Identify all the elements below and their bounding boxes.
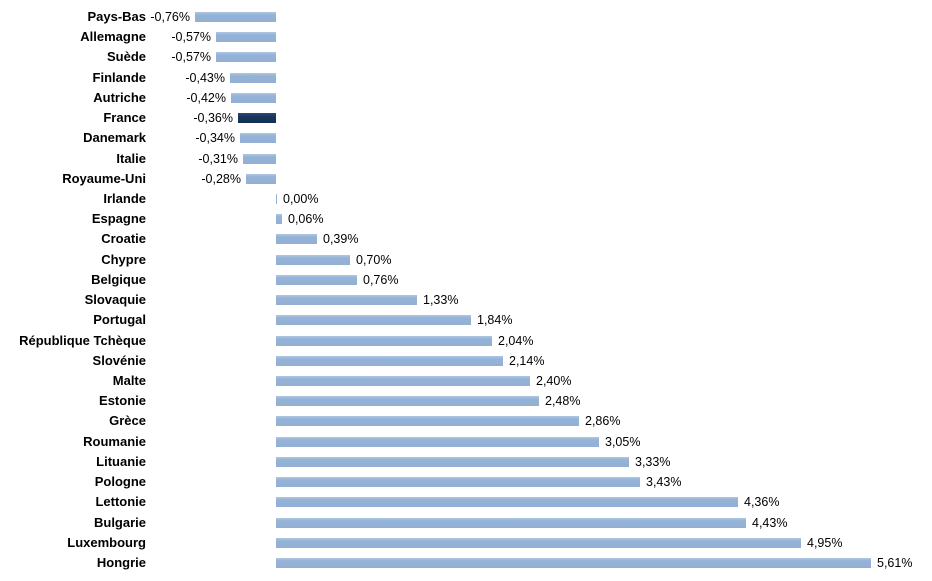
bar-espagne bbox=[276, 214, 282, 225]
value-label-chypre: 0,70% bbox=[356, 252, 392, 267]
category-label-royaume-uni: Royaume-Uni bbox=[62, 170, 146, 186]
bar-pays-bas bbox=[195, 12, 276, 22]
category-label-portugal: Portugal bbox=[93, 312, 146, 328]
bar-france bbox=[238, 113, 276, 124]
category-label-belgique: Belgique bbox=[91, 271, 146, 287]
value-label-portugal: 1,84% bbox=[477, 313, 513, 328]
value-label-pologne: 3,43% bbox=[646, 475, 682, 490]
category-label-lituanie: Lituanie bbox=[96, 453, 146, 469]
category-label-hongrie: Hongrie bbox=[96, 554, 146, 570]
category-label-estonie: Estonie bbox=[99, 393, 146, 409]
bar-allemagne bbox=[216, 32, 276, 43]
bar-italie bbox=[243, 153, 276, 164]
bar-bulgarie bbox=[276, 517, 746, 528]
category-label-suede: Suède bbox=[106, 49, 146, 65]
category-label-republique-tcheque: République Tchèque bbox=[19, 332, 146, 348]
bar-royaume-uni bbox=[246, 173, 276, 184]
category-label-luxembourg: Luxembourg bbox=[67, 534, 146, 550]
value-label-italie: -0,31% bbox=[198, 151, 238, 166]
category-label-espagne: Espagne bbox=[91, 211, 146, 227]
bar-pologne bbox=[276, 477, 640, 488]
value-label-republique-tcheque: 2,04% bbox=[498, 333, 534, 348]
value-label-danemark: -0,34% bbox=[195, 131, 235, 146]
category-label-danemark: Danemark bbox=[83, 130, 146, 146]
value-label-malte: 2,40% bbox=[536, 373, 572, 388]
bar-finlande bbox=[230, 72, 276, 83]
category-label-croatie: Croatie bbox=[101, 231, 146, 247]
bar-lituanie bbox=[276, 456, 629, 467]
category-label-slovaquie: Slovaquie bbox=[84, 292, 146, 308]
value-label-belgique: 0,76% bbox=[363, 272, 399, 287]
category-label-slovenie: Slovénie bbox=[92, 352, 146, 368]
bar-roumanie bbox=[276, 436, 599, 447]
value-label-lituanie: 3,33% bbox=[635, 454, 671, 469]
category-label-france: France bbox=[103, 110, 146, 126]
bar-slovenie bbox=[276, 355, 503, 366]
value-label-espagne: 0,06% bbox=[288, 212, 324, 227]
category-label-irlande: Irlande bbox=[103, 190, 146, 206]
category-label-autriche: Autriche bbox=[93, 89, 146, 105]
value-label-allemagne: -0,57% bbox=[171, 30, 211, 45]
category-label-roumanie: Roumanie bbox=[83, 433, 146, 449]
bar-belgique bbox=[276, 274, 357, 285]
category-label-grece: Grèce bbox=[109, 413, 146, 429]
value-label-bulgarie: 4,43% bbox=[752, 515, 788, 530]
bar-hongrie bbox=[276, 557, 871, 568]
bar-luxembourg bbox=[276, 537, 801, 548]
bar-suede bbox=[216, 52, 276, 63]
category-label-lettonie: Lettonie bbox=[95, 494, 146, 510]
bar-chypre bbox=[276, 254, 350, 265]
value-label-grece: 2,86% bbox=[585, 414, 621, 429]
bar-republique-tcheque bbox=[276, 335, 492, 346]
category-label-bulgarie: Bulgarie bbox=[93, 514, 146, 530]
value-label-estonie: 2,48% bbox=[545, 394, 581, 409]
value-label-slovaquie: 1,33% bbox=[423, 293, 459, 308]
value-label-irlande: 0,00% bbox=[283, 191, 319, 206]
value-label-france: -0,36% bbox=[193, 111, 233, 126]
bar-slovaquie bbox=[276, 295, 417, 306]
bar-irlande bbox=[276, 193, 277, 204]
value-label-slovenie: 2,14% bbox=[509, 353, 545, 368]
bar-estonie bbox=[276, 396, 539, 407]
bar-portugal bbox=[276, 315, 471, 326]
bar-grece bbox=[276, 416, 579, 427]
category-label-pologne: Pologne bbox=[94, 474, 146, 490]
bar-malte bbox=[276, 375, 530, 386]
value-label-luxembourg: 4,95% bbox=[807, 535, 843, 550]
bar-croatie bbox=[276, 234, 317, 245]
category-label-malte: Malte bbox=[112, 372, 146, 388]
value-label-croatie: 0,39% bbox=[323, 232, 359, 247]
value-label-autriche: -0,42% bbox=[186, 90, 226, 105]
category-label-pays-bas: Pays-Bas bbox=[87, 9, 146, 24]
bar-lettonie bbox=[276, 497, 738, 508]
value-label-royaume-uni: -0,28% bbox=[201, 171, 241, 186]
category-label-chypre: Chypre bbox=[101, 251, 146, 267]
value-label-hongrie: 5,61% bbox=[877, 555, 913, 570]
category-label-italie: Italie bbox=[116, 150, 146, 166]
bar-danemark bbox=[240, 133, 276, 144]
value-label-roumanie: 3,05% bbox=[605, 434, 641, 449]
value-label-finlande: -0,43% bbox=[185, 70, 225, 85]
value-label-lettonie: 4,36% bbox=[744, 495, 780, 510]
value-label-pays-bas: -0,76% bbox=[150, 10, 190, 24]
value-label-suede: -0,57% bbox=[171, 50, 211, 65]
category-label-finlande: Finlande bbox=[92, 69, 146, 85]
bar-autriche bbox=[231, 92, 276, 103]
category-label-allemagne: Allemagne bbox=[80, 29, 146, 45]
